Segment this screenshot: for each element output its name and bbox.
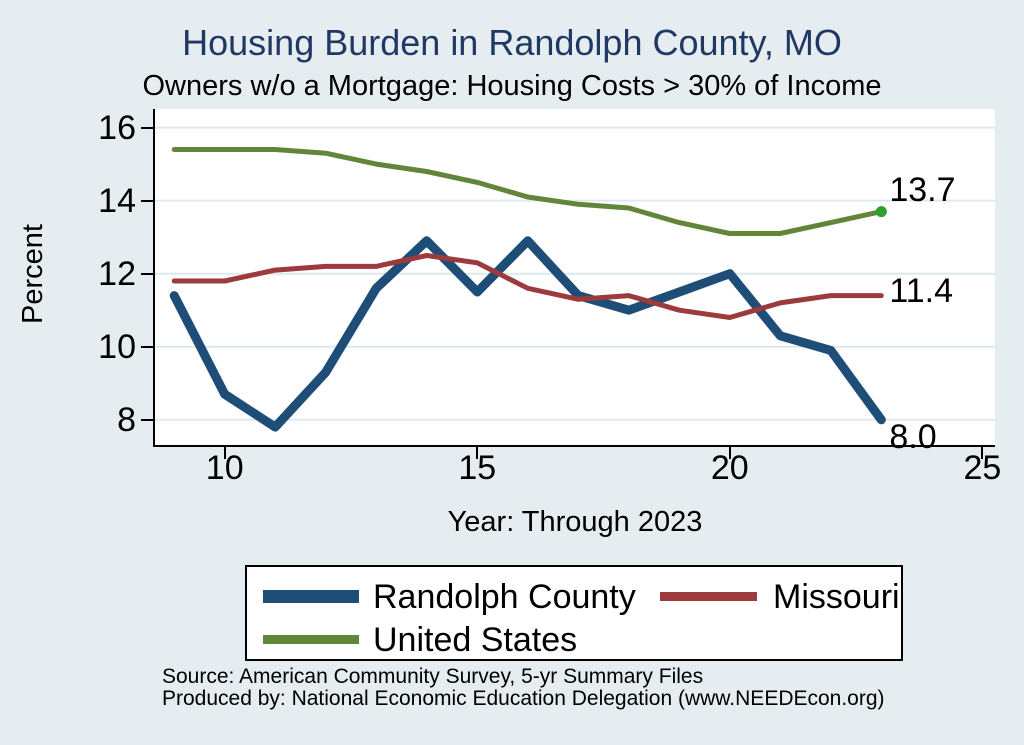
x-tick-mark [728,447,731,459]
chart-title: Housing Burden in Randolph County, MO [182,22,842,63]
y-tick-label: 8 [117,400,136,439]
end-value-label-randolph-county: 8.0 [889,417,937,456]
chart-lines [155,126,995,432]
legend-swatch-united-states [263,635,359,644]
source-note: Source: American Community Survey, 5-yr … [162,666,962,710]
x-tick-mark [981,447,984,459]
y-tick-label: 16 [98,108,136,147]
x-axis-title: Year: Through 2023 [447,506,703,538]
y-axis-title: Percent [17,224,49,324]
legend-label-united-states: United States [373,621,578,659]
y-tick-label: 12 [98,254,136,293]
y-axis-line [153,109,155,447]
y-tick-mark [141,345,153,348]
legend-swatch-missouri [660,592,757,601]
x-axis-line [153,445,995,447]
x-tick-label: 15 [458,449,497,487]
end-value-label-missouri: 11.4 [889,271,953,310]
source-line: Source: American Community Survey, 5-yr … [162,665,704,688]
series-line-randolph-county [169,236,886,432]
x-tick-label: 20 [710,449,749,487]
x-tick-mark [223,447,226,459]
series-line-missouri [171,253,884,320]
chart-subtitle: Owners w/o a Mortgage: Housing Costs > 3… [142,70,882,102]
y-tick-label: 14 [98,181,136,220]
y-tick-mark [141,272,153,275]
legend-label-missouri: Missouri [773,578,900,616]
x-tick-mark [476,447,479,459]
series-line-united-states [171,147,884,236]
end-value-label-united-states: 13.7 [889,170,956,209]
y-tick-mark [141,126,153,129]
y-tick-mark [141,418,153,421]
x-tick-label: 10 [205,449,244,487]
y-tick-label: 10 [98,327,136,366]
x-tick-label: 25 [963,449,1002,487]
legend-swatch-randolph-county [263,590,359,603]
legend: Randolph County Missouri United States [245,565,903,661]
legend-label-randolph-county: Randolph County [373,578,636,616]
end-marker-dot [875,206,887,218]
produced-by-line: Produced by: National Economic Education… [162,687,885,710]
y-tick-mark [141,199,153,202]
